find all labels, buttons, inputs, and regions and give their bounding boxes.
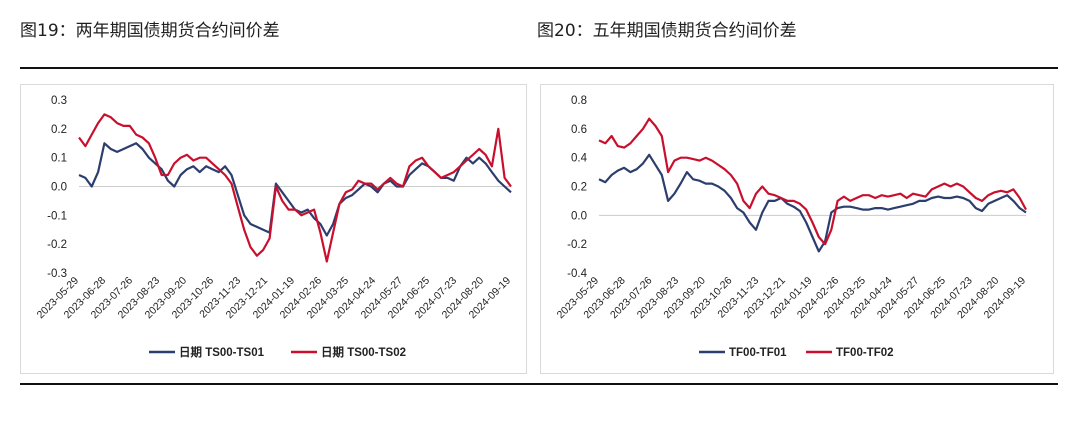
y-tick-label: -0.2 (567, 239, 587, 251)
series-line-first (78, 142, 512, 237)
y-tick-label: 0.2 (571, 182, 587, 194)
chart-ts-spreads: 0.30.20.10.0-0.1-0.2-0.32023-05-292023-0… (35, 95, 514, 359)
figure-title-left: 图19：两年期国债期货合约间价差 (20, 21, 280, 41)
y-tick-label: 0.0 (51, 182, 67, 194)
y-tick-label: -0.1 (47, 210, 67, 222)
top-rule (20, 67, 1058, 69)
chart-panel-tf: 0.8 0.6 0.4 0.2 0.0 -0.2 -0.4 2023-05-29 2023-06… (540, 84, 1054, 374)
y-tick-label: 0.4 (571, 153, 588, 165)
y-tick-label: -0.3 (47, 268, 67, 280)
legend-label: 日期 TS00-TS01 (179, 345, 265, 359)
series-line-second (78, 113, 512, 263)
chart-tf-spreads: 0.80.60.40.20.0-0.2-0.42023-05-292023-06… (555, 95, 1029, 359)
legend-label: TF00-TF02 (836, 347, 894, 359)
figure-title-right: 图20：五年期国债期货合约间价差 (537, 21, 797, 41)
y-tick-label: 0.3 (51, 95, 67, 107)
bottom-rule (20, 383, 1058, 385)
legend-label: 日期 TS00-TS02 (321, 345, 406, 359)
y-tick-label: 0.8 (571, 95, 587, 107)
series-line-first (598, 153, 1027, 253)
y-tick-label: 0.0 (571, 210, 587, 222)
y-tick-label: 0.1 (51, 153, 67, 165)
y-tick-label: -0.2 (47, 239, 67, 251)
legend-label: TF00-TF01 (729, 347, 787, 359)
y-tick-label: -0.4 (567, 268, 587, 280)
series-line-second (598, 117, 1027, 246)
chart-panel-ts: 0.3 0.2 0.1 0.0 -0.1 -0.2 -0.3 2023-05-29 2023-0… (20, 84, 527, 374)
y-tick-label: 0.2 (51, 124, 67, 136)
y-tick-label: 0.6 (571, 124, 587, 136)
